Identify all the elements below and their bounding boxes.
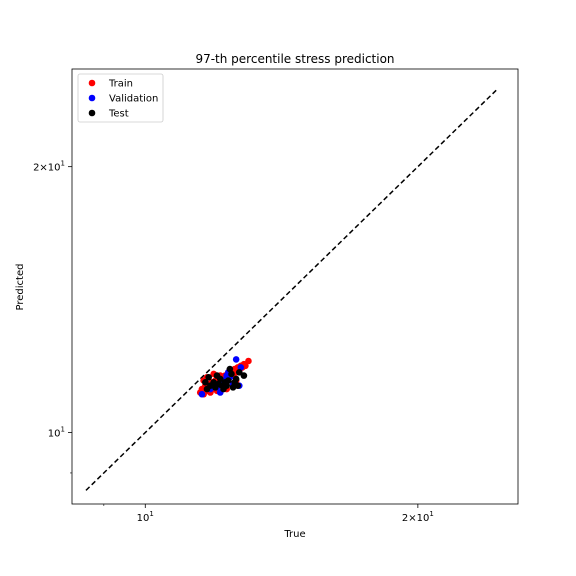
data-point [198,390,206,398]
y-axis-ticks: 101 2×101 [33,160,72,474]
y-tick-label: 2×101 [33,160,65,174]
legend-label-train: Train [108,79,133,90]
series-test [202,365,248,393]
data-point [202,378,209,386]
x-tick-label: 2×101 [402,510,434,524]
plot-area [85,88,499,491]
data-point [228,370,235,378]
x-axis-label: True [283,529,305,540]
legend-marker-test [88,109,96,117]
data-point [234,382,242,389]
data-point [205,373,212,381]
legend-label-validation: Validation [109,94,158,105]
chart-title: 97-th percentile stress prediction [195,52,394,66]
data-point [240,372,248,379]
data-point [224,377,232,384]
data-point [203,385,211,393]
data-point [232,375,240,383]
data-point [223,382,230,389]
y-tick-label: 101 [48,426,65,440]
legend-marker-validation [88,94,96,102]
data-point [232,356,240,363]
data-point [213,372,221,379]
x-tick-label: 101 [137,510,154,524]
y-axis-label: Predicted [15,264,26,311]
data-point [245,357,252,365]
legend-box [77,73,164,123]
legend-label-test: Test [108,109,129,120]
legend: Train Validation Test [77,73,164,123]
x-axis-ticks: 101 2×101 [103,504,434,524]
data-point [235,369,243,376]
axes-frame [71,68,519,505]
legend-marker-train [88,79,96,87]
